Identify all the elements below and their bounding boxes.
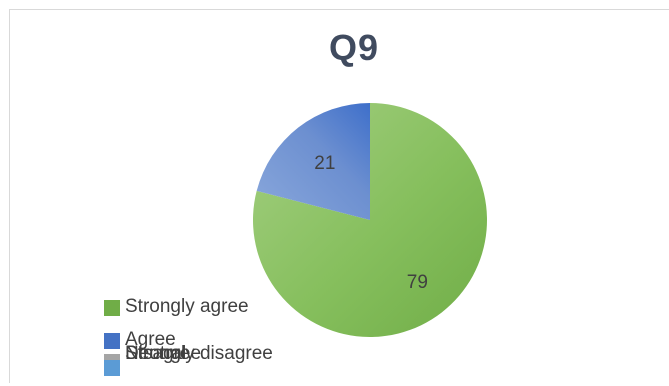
legend-label: Neutral	[125, 343, 187, 364]
chart-legend: Strongly agree Agree Neutral Disagree Strong…	[104, 296, 404, 386]
legend-label: Agree	[125, 329, 176, 350]
legend-swatch	[104, 300, 120, 316]
data-label-agree: 21	[314, 153, 335, 174]
legend-label: Disagree	[125, 343, 202, 364]
legend-swatch	[104, 360, 120, 376]
legend-label: Strongly agree	[125, 296, 249, 317]
legend-label: Strongly disagree	[125, 343, 273, 364]
data-label-strongly-agree: 79	[407, 272, 428, 293]
chart-title: Q9	[328, 27, 380, 68]
pie-slice-agree	[256, 103, 370, 220]
legend-swatch	[104, 333, 120, 349]
